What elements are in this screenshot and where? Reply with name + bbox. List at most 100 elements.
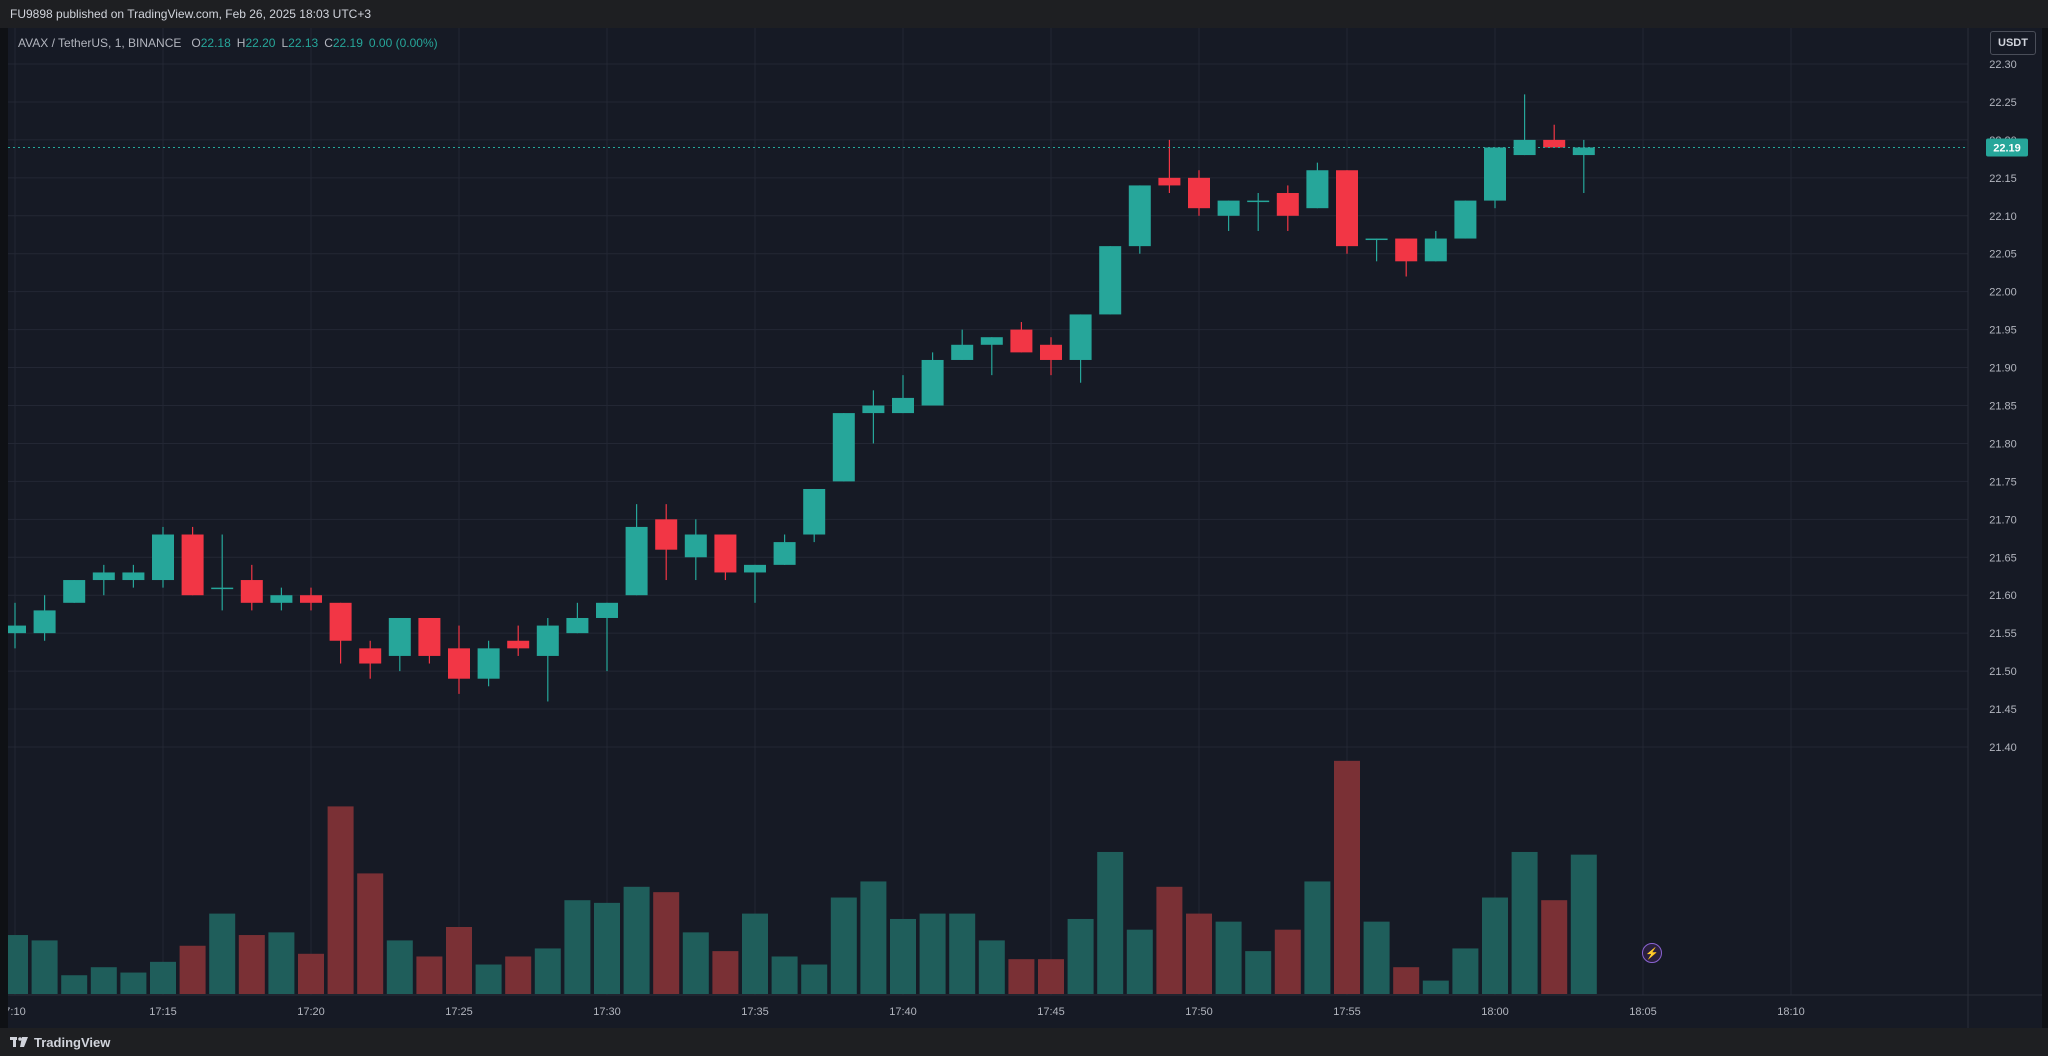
- candle-body: [1040, 344, 1062, 360]
- x-tick-label: 7:10: [8, 1006, 26, 1018]
- volume-bar: [1304, 881, 1331, 994]
- open-value: 22.18: [200, 36, 231, 50]
- candle-body: [152, 534, 174, 581]
- candle-body: [1276, 193, 1299, 216]
- y-tick-label: 21.70: [1989, 514, 2017, 526]
- volume-bar: [534, 948, 561, 994]
- candle-body: [300, 595, 322, 603]
- candle-body: [1424, 238, 1447, 262]
- candle-body: [181, 534, 204, 596]
- volume-bar: [416, 956, 443, 994]
- volume-bar: [594, 902, 620, 994]
- volume-bar: [1186, 913, 1212, 994]
- volume-bar: [31, 940, 58, 994]
- high-value: 22.20: [245, 36, 276, 50]
- volume-bar: [90, 967, 117, 994]
- volume-bar: [1156, 886, 1183, 994]
- x-tick-label: 18:10: [1777, 1006, 1805, 1018]
- volume-bar: [830, 897, 857, 994]
- volume-bar: [1393, 967, 1420, 994]
- published-text: FU9898 published on TradingView.com, Feb…: [10, 7, 372, 21]
- candle-body: [1247, 200, 1270, 203]
- candle-body: [122, 572, 145, 581]
- candle-body: [1572, 147, 1595, 156]
- candle-body: [448, 648, 470, 679]
- candle-body: [1454, 200, 1477, 239]
- y-tick-label: 21.85: [1989, 401, 2017, 413]
- candle-body: [625, 526, 648, 596]
- volume-bar: [505, 956, 532, 994]
- y-tick-label: 21.90: [1989, 363, 2017, 375]
- candle-body: [63, 580, 86, 603]
- x-tick-label: 17:55: [1333, 1006, 1361, 1018]
- x-tick-label: 17:35: [741, 1006, 769, 1018]
- volume-bar: [357, 873, 384, 994]
- volume-bar: [1570, 854, 1597, 994]
- volume-bar: [268, 932, 295, 994]
- candle-body: [507, 640, 530, 649]
- volume-bar: [120, 972, 147, 994]
- volume-bar: [446, 927, 472, 994]
- y-tick-label: 21.65: [1989, 552, 2017, 564]
- volume-bar: [890, 918, 916, 994]
- volume-bar: [682, 932, 709, 994]
- volume-bar: [623, 886, 650, 994]
- candle-body: [1336, 170, 1358, 247]
- x-tick-label: 18:00: [1481, 1006, 1509, 1018]
- currency-button[interactable]: USDT: [1990, 31, 2036, 55]
- volume-bar: [150, 961, 176, 994]
- candle-body: [862, 405, 885, 414]
- volume-bar: [1511, 851, 1538, 994]
- volume-bar: [919, 913, 946, 994]
- volume-bar: [742, 913, 768, 994]
- candle-body: [921, 359, 944, 406]
- candle-body: [744, 564, 766, 573]
- volume-bar: [564, 900, 591, 994]
- volume-bar: [1334, 760, 1360, 994]
- low-value: 22.13: [288, 36, 319, 50]
- volume-bar: [771, 956, 798, 994]
- volume-bar: [1038, 959, 1064, 994]
- volume-bar: [1363, 921, 1390, 994]
- candle-body: [684, 534, 707, 558]
- y-tick-label: 22.15: [1989, 173, 2017, 185]
- y-tick-label: 22.00: [1989, 287, 2017, 299]
- candle-body: [1306, 170, 1329, 209]
- y-tick-label: 21.75: [1989, 476, 2017, 488]
- candle-body: [1099, 246, 1122, 315]
- candle-body: [773, 542, 796, 565]
- volume-bar: [8, 935, 28, 994]
- volume-bar: [298, 953, 324, 994]
- candle-body: [566, 617, 589, 634]
- candle-body: [1069, 314, 1092, 360]
- symbol-label[interactable]: AVAX / TetherUS, 1, BINANCE: [18, 36, 182, 50]
- candle-body: [33, 610, 56, 634]
- published-header: FU9898 published on TradingView.com, Feb…: [0, 0, 2048, 28]
- y-tick-label: 21.40: [1989, 742, 2017, 754]
- y-tick-label: 21.80: [1989, 438, 2017, 450]
- lightning-icon[interactable]: ⚡: [1642, 943, 1662, 963]
- x-tick-label: 17:20: [297, 1006, 325, 1018]
- x-tick-label: 17:25: [445, 1006, 473, 1018]
- y-tick-label: 22.10: [1989, 211, 2017, 223]
- volume-bar: [327, 806, 354, 994]
- volume-bar: [978, 940, 1005, 994]
- volume-bar: [1452, 948, 1479, 994]
- candle-body: [1484, 147, 1506, 201]
- candle-body: [1188, 177, 1210, 209]
- volume-bar: [1422, 980, 1449, 994]
- volume-bar: [712, 951, 739, 994]
- volume-bar: [1482, 897, 1508, 994]
- candle-body: [418, 617, 441, 656]
- change-value: 0.00 (0.00%): [368, 36, 438, 50]
- footer-brand: TradingView: [34, 1034, 111, 1050]
- candle-body: [270, 595, 293, 603]
- volume-bar: [653, 892, 680, 994]
- candle-body: [596, 602, 618, 618]
- footer-bar: TradingView: [0, 1028, 2048, 1056]
- candlestick-chart[interactable]: 22.30 22.25 22.20 22.15 22.10 22.05 22.00 21.95…: [8, 28, 2042, 1028]
- volume-bar: [1097, 851, 1124, 994]
- candle-body: [1395, 238, 1418, 262]
- chart-area[interactable]: 22.30 22.25 22.20 22.15 22.10 22.05 22.00 21.95…: [8, 28, 2042, 1028]
- volume-bar: [61, 975, 88, 994]
